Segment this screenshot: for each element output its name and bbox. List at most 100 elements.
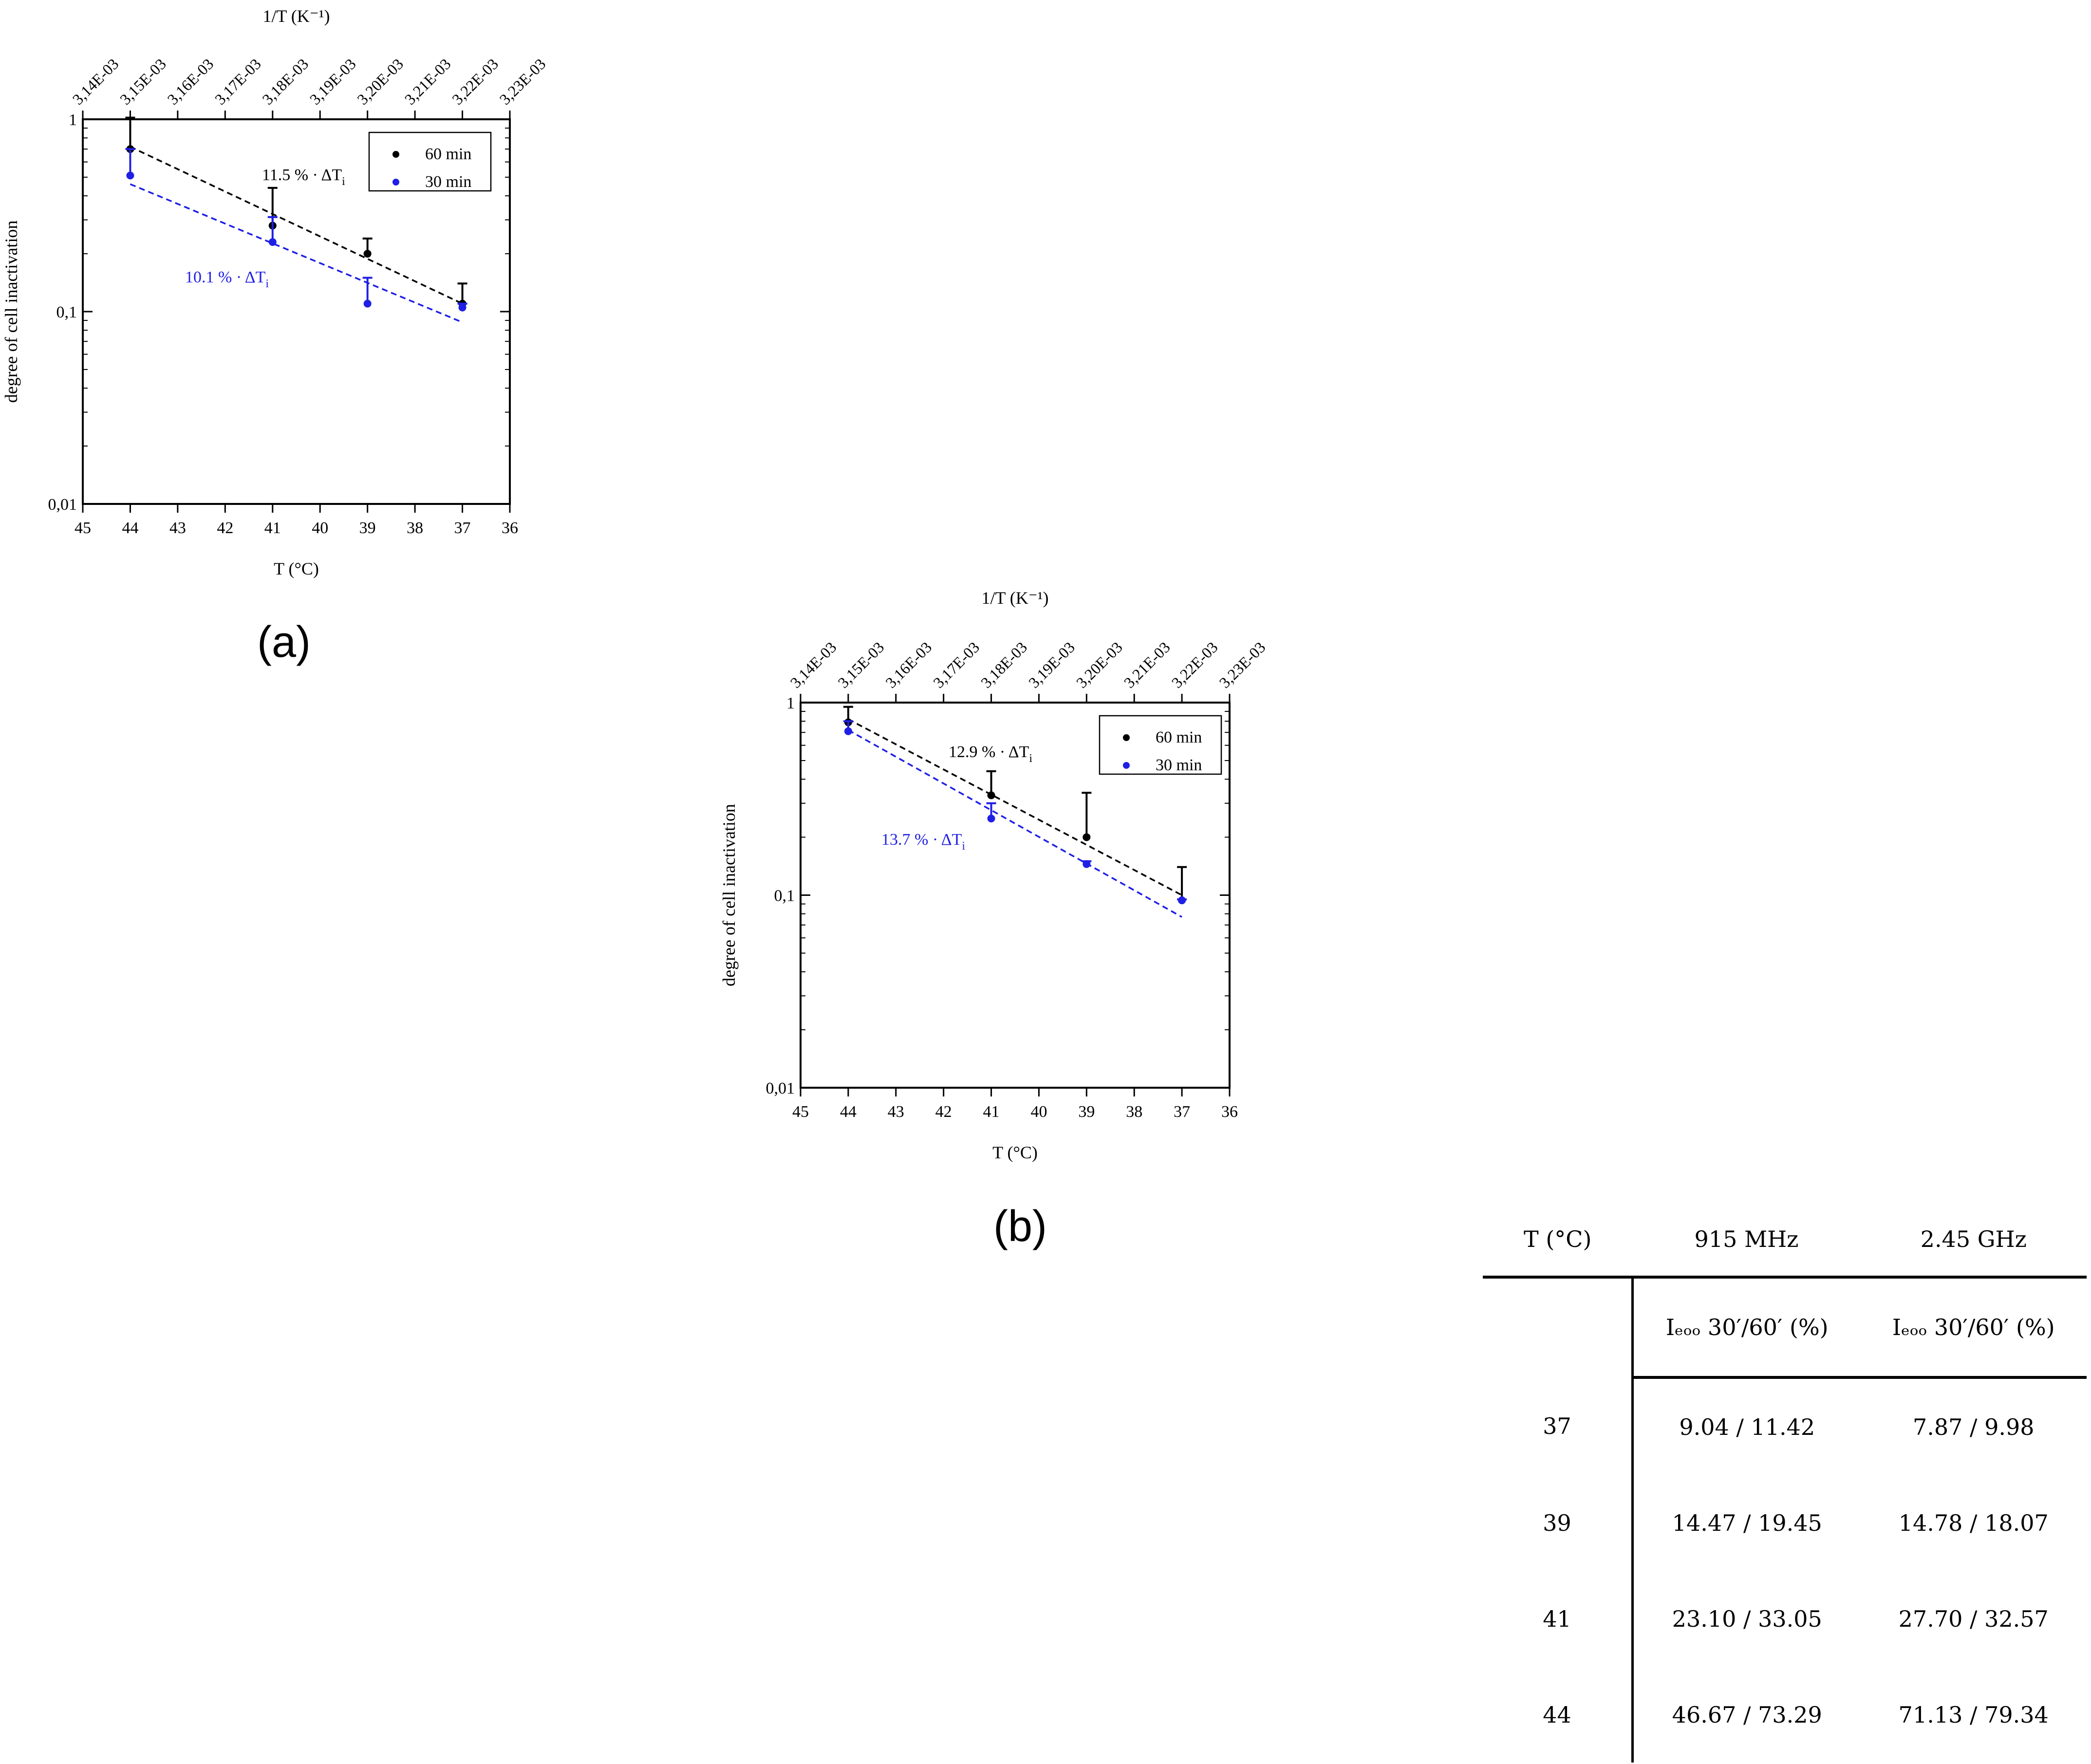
data-point [987,815,995,823]
chart-svg: 45 3,14E-03 44 3,15E-03 43 3,16E-03 42 3,17E-03… [1,6,549,578]
x-tick-label: 41 [983,1103,1000,1121]
top-tick-label: 3,23E-03 [1215,638,1269,691]
top-tick-label: 3,18E-03 [259,55,312,108]
y-tick-label: 0,1 [56,303,77,321]
legend-marker [1123,762,1130,769]
y-tick-label: 0,01 [48,496,77,514]
x-tick-label: 40 [1030,1103,1047,1121]
table-row: 39 14.47 / 19.45 14.78 / 18.07 [1483,1475,2087,1571]
fit-line [848,718,1182,896]
panel-label-b: (b) [993,1202,1047,1251]
table-cell-915mhz: 14.47 / 19.45 [1672,1509,1822,1536]
y-tick-label: 0,01 [766,1079,795,1097]
top-axis-title: 1/T (K⁻¹) [262,6,330,26]
table-subheader-915mhz: Iₑₒₒ 30′/60′ (%) [1632,1277,1861,1379]
data-point [363,250,372,258]
top-tick-label: 3,22E-03 [1168,638,1221,691]
x-tick-label: 37 [1174,1103,1190,1121]
data-point [268,238,277,246]
legend-label: 30 min [1156,756,1202,774]
x-tick-label: 43 [169,519,186,537]
table-cell-temperature: 39 [1483,1475,1634,1571]
table-subheader-245ghz: Iₑₒₒ 30′/60′ (%) [1860,1277,2087,1379]
data-point [987,791,995,799]
y-axis-title: degree of cell inactivation [719,804,739,986]
top-tick-label: 3,21E-03 [401,55,454,108]
top-tick-label: 3,21E-03 [1120,638,1174,691]
data-point [844,727,852,735]
legend-marker [1123,734,1130,741]
legend-marker [392,179,399,186]
top-tick-label: 3,16E-03 [882,638,935,691]
legend-box [1099,715,1222,775]
x-tick-label: 39 [359,519,376,537]
top-tick-label: 3,20E-03 [354,55,407,108]
x-axis-title: T (°C) [992,1143,1038,1162]
table-row: 37 9.04 / 11.42 7.87 / 9.98 [1483,1377,2087,1475]
top-tick-label: 3,18E-03 [977,638,1030,691]
data-point [1178,896,1186,905]
table-header-915mhz: 915 MHz [1632,1203,1861,1279]
y-axis-title: degree of cell inactivation [1,221,21,403]
x-tick-label: 38 [1126,1103,1142,1121]
chart-b: 45 3,14E-03 44 3,15E-03 43 3,16E-03 42 3,17E-03… [716,584,1290,1171]
fit-annotation-subscript: i [1029,752,1032,765]
fit-annotation-subscript: i [962,840,965,853]
table-cell-915mhz: 46.67 / 73.29 [1672,1701,1822,1728]
top-axis-title: 1/T (K⁻¹) [981,588,1048,608]
x-tick-label: 44 [122,519,138,537]
panel-label-a: (a) [257,618,311,667]
table-cell-245ghz: 14.78 / 18.07 [1898,1509,2049,1536]
table-cell-temperature: 44 [1483,1667,1634,1763]
table-subheader-row: Iₑₒₒ 30′/60′ (%) Iₑₒₒ 30′/60′ (%) [1483,1277,2087,1379]
data-point [1083,860,1091,868]
x-tick-label: 45 [792,1103,809,1121]
x-tick-label: 36 [502,519,518,537]
x-tick-label: 40 [312,519,328,537]
top-tick-label: 3,22E-03 [448,55,502,108]
x-tick-label: 42 [217,519,233,537]
y-tick-label: 0,1 [774,887,795,905]
x-axis-title: T (°C) [274,559,319,578]
chart-panel-a: 45 3,14E-03 44 3,15E-03 43 3,16E-03 42 3,17E-03… [0,0,549,584]
legend: 60 min 30 min [368,131,492,192]
x-tick-label: 38 [407,519,423,537]
x-tick-label: 37 [454,519,471,537]
legend: 60 min 30 min [1099,715,1222,775]
fit-annotation: 11.5 % · ΔTi [262,166,345,188]
top-tick-label: 3,15E-03 [116,55,169,108]
data-point [126,171,134,180]
x-tick-label: 45 [75,519,91,537]
table-cell-245ghz: 7.87 / 9.98 [1912,1413,2035,1440]
top-tick-label: 3,17E-03 [930,638,983,691]
top-tick-label: 3,20E-03 [1073,638,1126,691]
legend-marker [392,151,399,158]
top-tick-label: 3,23E-03 [496,55,549,108]
table-cell-915mhz: 9.04 / 11.42 [1679,1413,1815,1440]
data-point [458,303,467,312]
table-cell-915mhz: 23.10 / 33.05 [1672,1605,1822,1632]
x-tick-label: 39 [1078,1103,1095,1121]
table-cell-temperature: 37 [1483,1377,1634,1475]
table-row: 41 23.10 / 33.05 27.70 / 32.57 [1483,1571,2087,1667]
chart-svg: 45 3,14E-03 44 3,15E-03 43 3,16E-03 42 3,17E-03… [719,588,1269,1162]
fit-line [848,729,1182,918]
data-point [1083,833,1091,841]
table-cell-245ghz: 71.13 / 79.34 [1898,1701,2049,1728]
top-tick-label: 3,17E-03 [211,55,264,108]
top-tick-label: 3,16E-03 [164,55,217,108]
legend-box [368,131,492,192]
top-tick-label: 3,14E-03 [786,638,840,691]
fit-annotation: 12.9 % · ΔTi [949,743,1032,765]
x-tick-label: 36 [1221,1103,1238,1121]
results-table: T (°C) 915 MHz 2.45 GHz Iₑₒₒ 30′/60′ (%)… [1483,1203,2087,1763]
table-header-245ghz: 2.45 GHz [1860,1203,2087,1279]
fit-annotation-subscript: i [265,278,269,290]
x-tick-label: 41 [264,519,281,537]
fit-annotation: 10.1 % · ΔTi [185,268,269,290]
chart-panel-b: 45 3,14E-03 44 3,15E-03 43 3,16E-03 42 3,17E-03… [716,584,1290,1169]
top-tick-label: 3,14E-03 [69,55,122,108]
table-cell-245ghz: 27.70 / 32.57 [1898,1605,2049,1632]
y-tick-label: 1 [786,694,795,712]
table-header-temperature: T (°C) [1483,1203,1633,1279]
